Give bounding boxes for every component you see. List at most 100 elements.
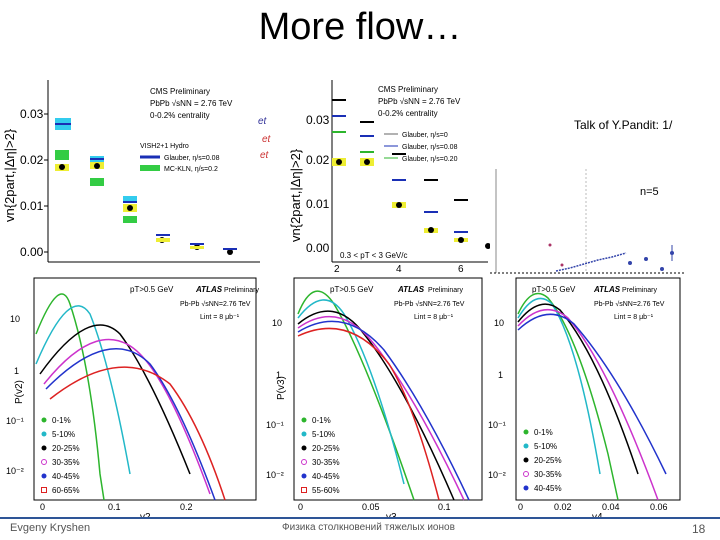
atlas-v2-prelim: Preliminary (224, 287, 260, 294)
cms-right-italic-2: et (262, 134, 272, 145)
atlas-v2-ylabel: P(v2) (14, 380, 25, 404)
atlas-v3-legend-1: 0-1% (312, 416, 331, 425)
cms-right-ytick-4: 0.00 (306, 241, 330, 255)
cms-right-legend-2: Glauber, η/s=0.08 (402, 144, 458, 151)
atlas-v3-legend-4: 30-35% (312, 458, 340, 467)
atlas-v3-legend-2: 5-10% (312, 430, 335, 439)
slide-title: More flow… (258, 6, 462, 48)
cms-right-xtick-3: 6 (458, 264, 464, 272)
cms-right-xtick-1: 2 (334, 264, 340, 272)
atlas-v2-xtick-3: 0.2 (180, 502, 193, 512)
atlas-v3-panel: 10 1 10⁻¹ 10⁻² P(v3) 0 0.05 0.1 v3 pT>0.… (264, 274, 486, 518)
atlas-v4-panel: 10 1 10⁻¹ 10⁻² 0 0.02 0.04 0.06 v4 pT>0.… (488, 274, 684, 518)
atlas-v4-xtick-4: 0.06 (650, 502, 668, 512)
footer-author: Evgeny Kryshen (10, 522, 91, 534)
atlas-v3-legend-3: 20-25% (312, 444, 340, 453)
atlas-v4-legend-3: 20-25% (534, 456, 562, 465)
atlas-v4-xtick-1: 0 (518, 502, 523, 512)
cms-left-legend-1: Glauber, η/s=0.08 (164, 155, 220, 162)
atlas-v2-xtick-2: 0.1 (108, 502, 121, 512)
atlas-v2-panel: 10 1 10⁻¹ 10⁻² P(v2) 0 0.1 0.2 v2 pT>0.5… (0, 274, 262, 518)
atlas-v2-legend-1: 0-1% (52, 416, 71, 425)
atlas-v2-legend-3: 20-25% (52, 444, 80, 453)
atlas-v2-system: Pb-Pb √sNN=2.76 TeV (180, 300, 251, 308)
cms-right-system: PbPb √sNN = 2.76 TeV (378, 97, 461, 106)
atlas-v3-xtick-1: 0 (298, 502, 303, 512)
atlas-v4-ytick-4: 10⁻² (488, 470, 506, 480)
atlas-v4-xtick-2: 0.02 (554, 502, 572, 512)
cms-left-data (55, 118, 237, 255)
cms-left-plot: 0.03 0.02 0.01 0.00 vn{2part,|Δη|>2} CMS… (2, 80, 260, 263)
atlas-v3-xtick-2: 0.05 (362, 502, 380, 512)
atlas-v2-lumi: Lint = 8 μb⁻¹ (200, 314, 240, 321)
atlas-v4-legend-2: 5-10% (534, 442, 557, 451)
atlas-v2-ptcut: pT>0.5 GeV (130, 285, 174, 294)
cms-left-model: VISH2+1 Hydro (140, 143, 189, 150)
cms-right-legend-3: Glauber, η/s=0.20 (402, 156, 458, 163)
atlas-v3-legend: 0-1% 5-10% 20-25% 30-35% 40-45% 55-60% (301, 416, 340, 495)
atlas-v4-ptcut: pT>0.5 GeV (532, 285, 576, 294)
atlas-v3-legend-5: 40-45% (312, 472, 340, 481)
atlas-v2-legend-4: 30-35% (52, 458, 80, 467)
atlas-v2-ytick-3: 10⁻¹ (6, 416, 24, 426)
atlas-v4-xtick-3: 0.04 (602, 502, 620, 512)
cms-right-xtick-2: 4 (396, 264, 402, 272)
atlas-v3-brand: ATLAS (397, 285, 425, 294)
footer-course: Физика столкновений тяжелых ионов (282, 522, 455, 533)
atlas-v4-legend-1: 0-1% (534, 428, 553, 437)
cms-left-centrality: 0-0.2% centrality (150, 111, 210, 120)
footer-divider (0, 517, 720, 519)
atlas-v2-legend-2: 5-10% (52, 430, 75, 439)
atlas-v4-prelim: Preliminary (622, 287, 658, 294)
atlas-v2-brand: ATLAS (195, 285, 223, 294)
atlas-v2-ytick-2: 1 (14, 366, 19, 376)
atlas-v3-curves (297, 290, 470, 501)
atlas-v3-prelim: Preliminary (428, 287, 464, 294)
atlas-v4-ytick-2: 1 (498, 370, 503, 380)
cms-left-ytick-2: 0.02 (20, 153, 44, 167)
cms-left-ytick-3: 0.01 (20, 199, 44, 213)
atlas-v2-legend: 0-1% 5-10% 20-25% 30-35% 40-45% 60-65% (41, 416, 80, 495)
snippet-label: n=5 (640, 186, 659, 198)
cms-right-panel: et et et 0.03 0.02 0.01 0.00 vn{2part,|Δ… (258, 72, 490, 272)
atlas-v2-xtick-1: 0 (40, 502, 45, 512)
atlas-v4-ytick-1: 10 (494, 318, 504, 328)
snippet-plot: n=5 (490, 165, 686, 275)
cms-left-panel: 0.03 0.02 0.01 0.00 vn{2part,|Δη|>2} CMS… (0, 72, 320, 272)
cms-right-legend-1: Glauber, η/s=0 (402, 132, 448, 139)
atlas-v3-legend-6: 55-60% (312, 486, 340, 495)
atlas-v2-xlabel: v2 (140, 512, 151, 518)
cms-left-ytick-4: 0.00 (20, 245, 44, 259)
atlas-v4-curves (517, 292, 667, 501)
atlas-v3-ytick-1: 10 (272, 318, 282, 328)
atlas-v2-plot: 10 1 10⁻¹ 10⁻² P(v2) 0 0.1 0.2 v2 pT>0.5… (6, 277, 260, 518)
atlas-v3-ytick-4: 10⁻² (266, 470, 284, 480)
cms-right-ylabel: vn{2part,|Δη|>2} (288, 148, 303, 242)
atlas-v3-ptcut: pT>0.5 GeV (330, 285, 374, 294)
cms-left-legend-box-2 (140, 165, 160, 171)
atlas-v4-lumi: Lint = 8 μb⁻¹ (614, 314, 654, 321)
atlas-v4-xlabel: v4 (592, 512, 603, 518)
cms-left-system: PbPb √sNN = 2.76 TeV (150, 99, 233, 108)
atlas-v3-ytick-3: 10⁻¹ (266, 420, 284, 430)
atlas-v2-ytick-1: 10 (10, 314, 20, 324)
atlas-v4-ytick-3: 10⁻¹ (488, 420, 506, 430)
atlas-v2-legend-6: 60-65% (52, 486, 80, 495)
cms-right-ytick-3: 0.01 (306, 197, 330, 211)
atlas-v4-brand: ATLAS (593, 285, 621, 294)
cms-right-plot: et et et 0.03 0.02 0.01 0.00 vn{2part,|Δ… (258, 72, 490, 272)
atlas-v2-legend-5: 40-45% (52, 472, 80, 481)
atlas-v3-system: Pb-Pb √sNN=2.76 TeV (394, 300, 465, 308)
atlas-v4-plot: 10 1 10⁻¹ 10⁻² 0 0.02 0.04 0.06 v4 pT>0.… (488, 277, 681, 518)
atlas-v4-system: Pb-Pb √sNN=2.76 TeV (594, 300, 665, 308)
cms-right-centrality: 0-0.2% centrality (378, 109, 438, 118)
cms-right-data (332, 99, 490, 249)
cms-right-cut: 0.3 < pT < 3 GeV/c (340, 251, 407, 260)
atlas-v4-legend-4: 30-35% (534, 470, 562, 479)
page-number: 18 (692, 522, 706, 536)
cms-right-italic-3: et (260, 150, 270, 161)
atlas-v3-plot: 10 1 10⁻¹ 10⁻² P(v3) 0 0.05 0.1 v3 pT>0.… (266, 277, 483, 518)
talk-note: Talk of Y.Pandit: 1/ (574, 118, 673, 132)
snippet-data (548, 243, 674, 272)
atlas-v3-xtick-3: 0.1 (438, 502, 451, 512)
